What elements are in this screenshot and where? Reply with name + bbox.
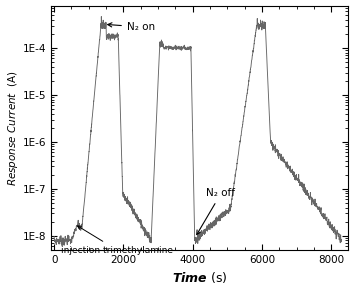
X-axis label: $\bfit{Time}$ (s): $\bfit{Time}$ (s) — [172, 270, 227, 285]
Text: injection trimethylamine: injection trimethylamine — [61, 226, 173, 255]
Text: N₂ off: N₂ off — [197, 189, 235, 235]
Y-axis label: $\it{Response\ Current}$  (A): $\it{Response\ Current}$ (A) — [6, 70, 19, 186]
Text: N₂ on: N₂ on — [108, 22, 155, 32]
